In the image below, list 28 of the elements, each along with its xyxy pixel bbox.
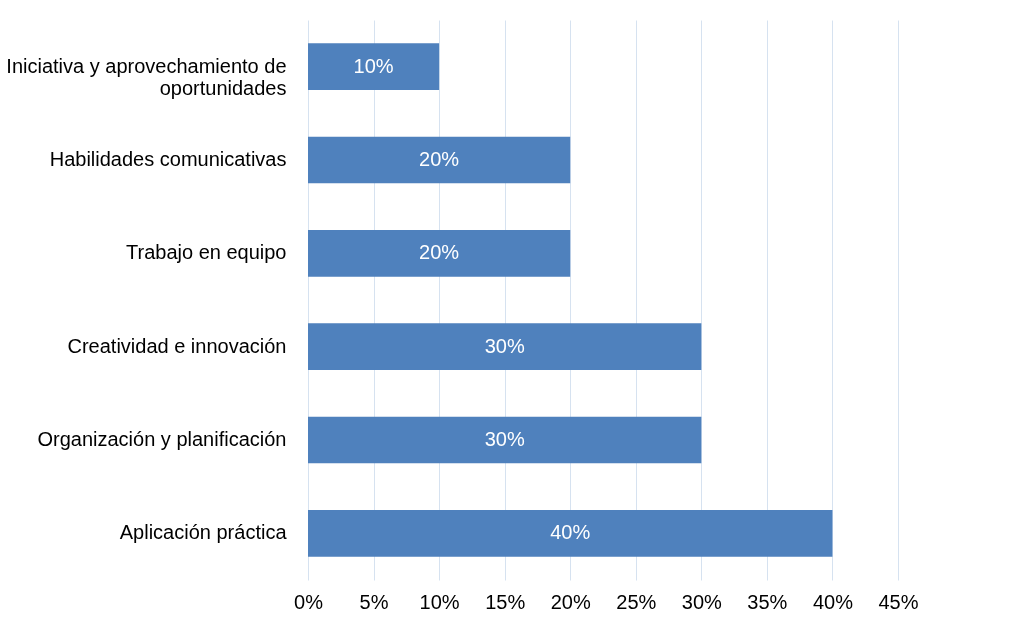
data-label: 30% — [484, 428, 525, 450]
x-tick-label: 35% — [747, 590, 788, 613]
x-tick-label: 15% — [485, 590, 526, 613]
x-tick-label: 0% — [294, 590, 324, 613]
x-tick-label: 5% — [359, 590, 389, 613]
data-label: 20% — [419, 241, 460, 264]
x-tick-label: 20% — [550, 590, 591, 613]
data-label: 20% — [419, 148, 460, 170]
y-tick-label: Iniciativa y aprovechamiento de oportunidades — [6, 54, 287, 99]
x-tick-label: 40% — [812, 590, 854, 613]
x-tick-label: 25% — [616, 590, 657, 613]
x-tick-label: 30% — [681, 590, 723, 613]
y-tick-label: Trabajo en equipo — [126, 241, 287, 264]
data-label: 30% — [484, 334, 525, 357]
x-tick-label: 10% — [419, 590, 460, 613]
y-tick-label: Organización y planificación — [37, 428, 287, 450]
bar — [308, 510, 833, 557]
y-tick-label: Aplicación práctica — [119, 521, 288, 544]
bar — [308, 416, 702, 464]
data-label: 10% — [353, 54, 394, 77]
x-tick-label: 45% — [878, 590, 919, 613]
bar — [308, 43, 440, 90]
bar — [308, 136, 571, 184]
bar — [308, 230, 571, 277]
y-tick-label: Creatividad e innovación — [67, 334, 287, 357]
bar — [308, 323, 702, 370]
y-tick-label: Habilidades comunicativas — [49, 148, 287, 170]
data-label: 40% — [550, 521, 591, 544]
